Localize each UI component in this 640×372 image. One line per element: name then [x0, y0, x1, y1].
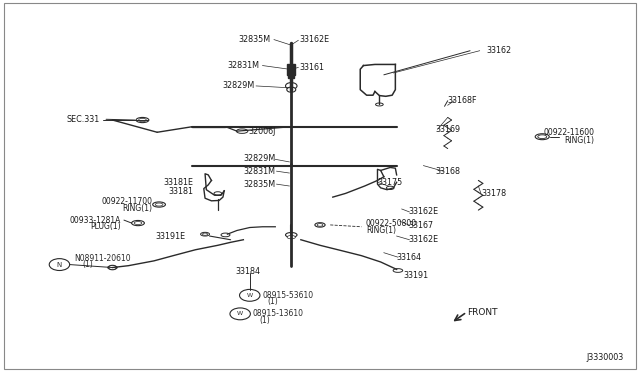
- Text: 32835M: 32835M: [238, 35, 270, 44]
- Text: 33181: 33181: [168, 187, 193, 196]
- Circle shape: [287, 87, 296, 92]
- Text: 33168F: 33168F: [448, 96, 477, 105]
- Text: N: N: [57, 262, 62, 267]
- Text: 33164: 33164: [397, 253, 422, 262]
- Text: 33191: 33191: [403, 271, 428, 280]
- Text: PLUG(1): PLUG(1): [90, 222, 121, 231]
- Text: 33178: 33178: [481, 189, 506, 198]
- Text: 33162: 33162: [486, 46, 511, 55]
- Ellipse shape: [136, 118, 149, 123]
- Text: 33162E: 33162E: [408, 235, 438, 244]
- Text: 00922-50800: 00922-50800: [366, 219, 417, 228]
- Text: 33161: 33161: [300, 63, 324, 72]
- Text: FRONT: FRONT: [467, 308, 497, 317]
- Text: 32006J: 32006J: [248, 126, 276, 136]
- Text: 08915-53610: 08915-53610: [262, 291, 314, 300]
- Text: 33184: 33184: [236, 267, 260, 276]
- Text: N08911-20610: N08911-20610: [74, 254, 131, 263]
- Circle shape: [285, 83, 297, 89]
- Text: 00933-1281A: 00933-1281A: [69, 216, 121, 225]
- Text: SEC.331: SEC.331: [67, 115, 100, 124]
- Text: 32829M: 32829M: [243, 154, 275, 163]
- Text: 08915-13610: 08915-13610: [253, 310, 304, 318]
- Text: 33175: 33175: [378, 178, 403, 187]
- Text: 32831M: 32831M: [227, 61, 259, 70]
- Text: 32831M: 32831M: [243, 167, 275, 176]
- Text: W: W: [237, 311, 243, 316]
- Text: RING(1): RING(1): [564, 136, 595, 145]
- Text: 00922-11600: 00922-11600: [543, 128, 595, 137]
- Text: 33162E: 33162E: [408, 208, 438, 217]
- Text: (1): (1): [259, 316, 270, 325]
- Bar: [288, 68, 294, 78]
- Text: 32829M: 32829M: [223, 81, 255, 90]
- Ellipse shape: [287, 235, 296, 239]
- Text: 33191E: 33191E: [156, 232, 186, 241]
- Text: RING(1): RING(1): [123, 204, 153, 213]
- Text: 33168: 33168: [435, 167, 460, 176]
- Text: 33169: 33169: [435, 125, 460, 134]
- Text: W: W: [246, 293, 253, 298]
- Text: RING(1): RING(1): [366, 226, 396, 235]
- Text: (1): (1): [268, 297, 278, 306]
- Text: 33167: 33167: [408, 221, 433, 230]
- Text: (1): (1): [83, 260, 93, 269]
- Text: 33162E: 33162E: [300, 35, 330, 44]
- Bar: [287, 64, 295, 75]
- Text: 00922-11700: 00922-11700: [102, 197, 153, 206]
- Text: 33181E: 33181E: [164, 178, 193, 187]
- Text: J3330003: J3330003: [586, 353, 623, 362]
- Circle shape: [109, 265, 116, 270]
- Text: 32835M: 32835M: [243, 180, 275, 189]
